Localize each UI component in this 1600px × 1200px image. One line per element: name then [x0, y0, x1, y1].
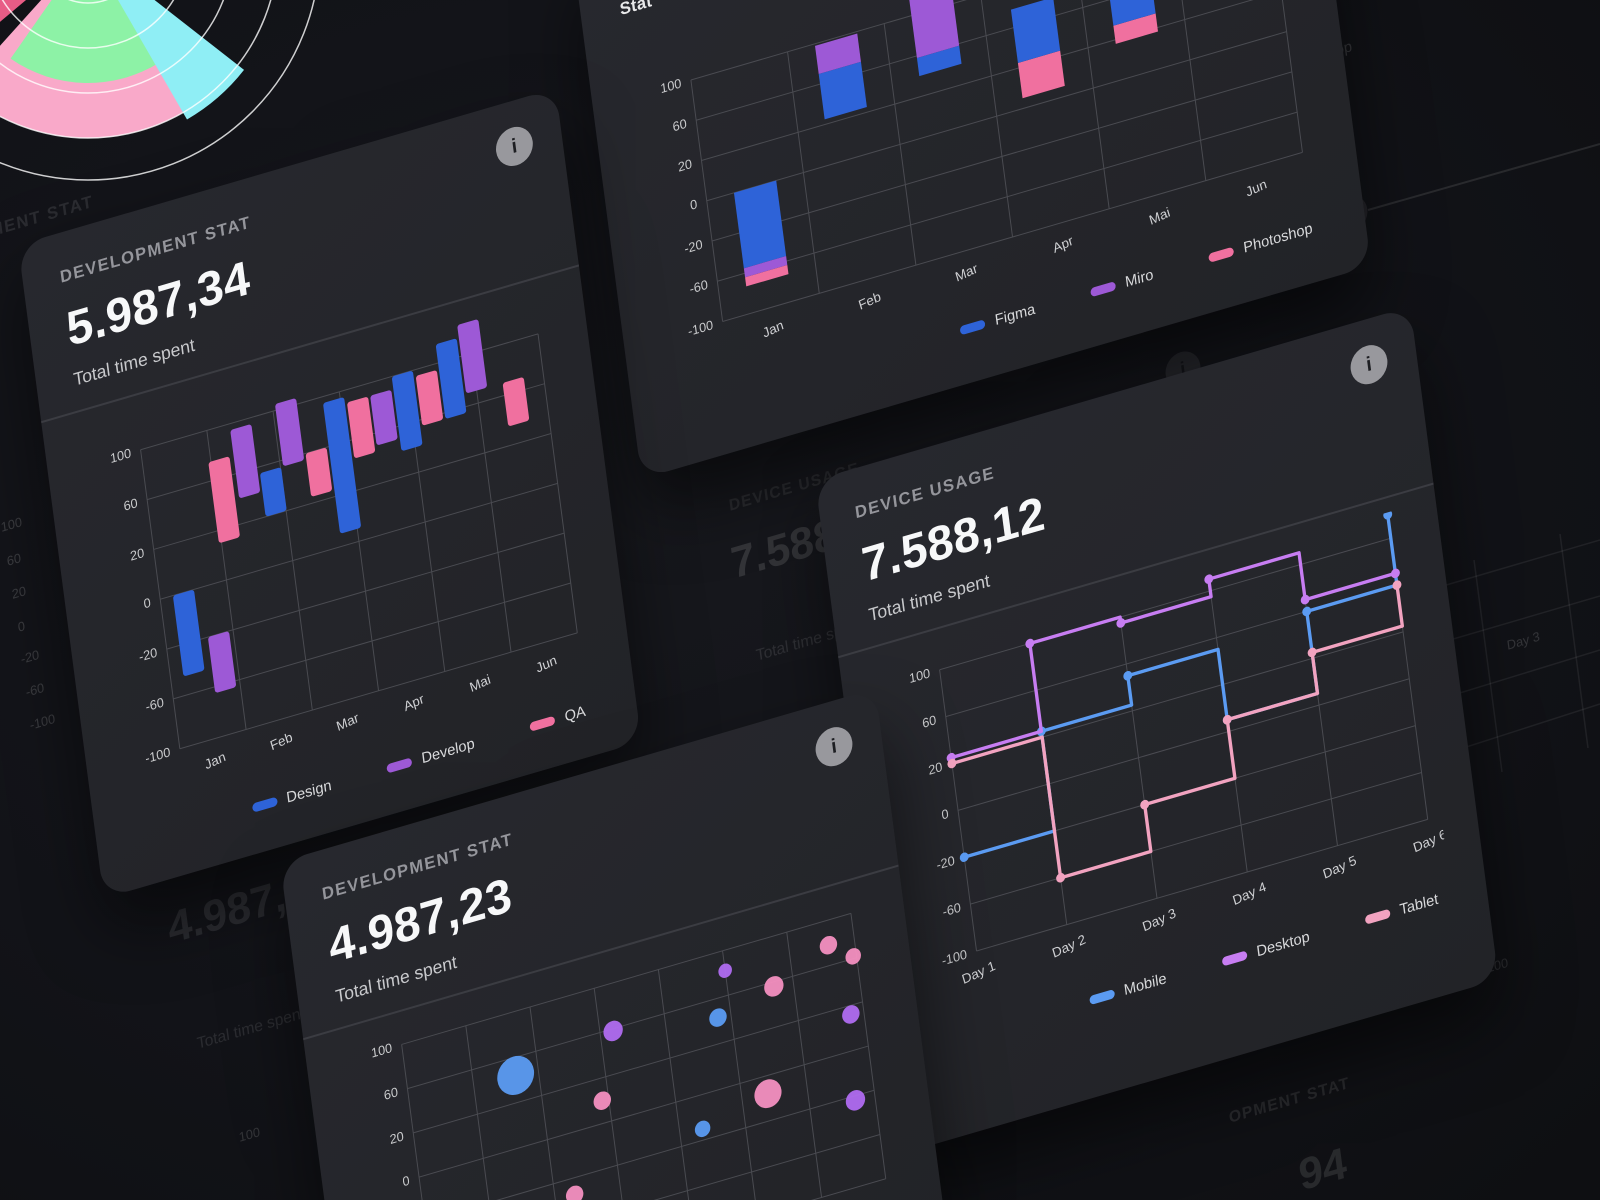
card-device-usage: i DEVICE USAGE 7.588,12 Total time spent…	[815, 306, 1499, 1154]
legend-item-tablet[interactable]: Tablet	[1364, 891, 1439, 929]
svg-text:-60: -60	[942, 900, 962, 920]
svg-text:Jan: Jan	[761, 317, 785, 340]
legend-item-design[interactable]: Design	[251, 777, 333, 817]
svg-text:0: 0	[689, 196, 698, 213]
info-icon: i	[1364, 352, 1374, 376]
svg-text:Feb: Feb	[857, 289, 883, 313]
legend-label: Photoshop	[1242, 219, 1314, 257]
svg-text:Feb: Feb	[268, 729, 294, 753]
svg-text:-20: -20	[683, 236, 703, 256]
legend-item-qa[interactable]: QA	[529, 703, 587, 736]
svg-text:Day 2: Day 2	[1050, 932, 1087, 961]
legend-label: QA	[563, 702, 587, 726]
floating-bar-chart: 100 60 20 0 -20 -60 -100 Jan Feb Mar Apr Mai Jun	[109, 319, 578, 773]
info-button[interactable]: i	[813, 722, 855, 771]
background-grid-fragment	[1435, 533, 1600, 773]
legend-swatch	[251, 796, 278, 814]
svg-text:-100: -100	[941, 947, 968, 969]
stacked-bar-chart: 100 60 20 0 -20 -60 -100 Jan Feb Mar Apr Mai Jun	[660, 0, 1303, 341]
legend-swatch	[1088, 989, 1116, 1006]
card-tools-stat: i Stat 10060200-20-60-100JanFebMarAprMai…	[574, 0, 1372, 479]
info-icon: i	[510, 134, 519, 158]
legend-label: Figma	[993, 300, 1037, 330]
legend-item-photoshop[interactable]: Photoshop	[1208, 220, 1314, 267]
polar-area-chart	[0, 0, 315, 181]
card-development-stat: i DEVELOPMENT STAT 5.987,34 Total time s…	[18, 88, 642, 899]
svg-text:Day 6: Day 6	[1411, 826, 1447, 855]
svg-text:60: 60	[123, 495, 139, 514]
legend-item-desktop[interactable]: Desktop	[1221, 928, 1311, 970]
legend-swatch	[1090, 281, 1117, 298]
svg-text:-60: -60	[689, 277, 709, 297]
svg-text:Day 5: Day 5	[1321, 853, 1358, 882]
svg-text:100: 100	[908, 665, 931, 686]
svg-text:100: 100	[660, 75, 683, 96]
svg-text:Day 3: Day 3	[1141, 905, 1178, 934]
legend-label: Desktop	[1255, 928, 1311, 961]
svg-text:-20: -20	[936, 853, 956, 873]
legend-item-miro[interactable]: Miro	[1090, 266, 1155, 301]
background-faint-divider	[1367, 143, 1600, 211]
legend-swatch	[386, 757, 413, 774]
legend-item-develop[interactable]: Develop	[386, 735, 476, 777]
svg-text:Day 4: Day 4	[1231, 879, 1268, 908]
info-button[interactable]: i	[493, 122, 536, 171]
svg-text:Mai: Mai	[468, 672, 492, 695]
svg-text:-100: -100	[687, 317, 714, 339]
legend-label: Design	[285, 777, 333, 807]
legend-swatch	[1364, 908, 1391, 925]
svg-text:60: 60	[921, 712, 937, 731]
svg-text:20: 20	[129, 545, 145, 564]
svg-text:Mar: Mar	[953, 260, 979, 284]
svg-text:Mar: Mar	[335, 710, 361, 734]
svg-text:60: 60	[672, 116, 688, 135]
legend-swatch	[529, 715, 556, 732]
legend-item-mobile[interactable]: Mobile	[1088, 970, 1168, 1009]
svg-text:0: 0	[941, 806, 950, 823]
legend-swatch	[1208, 246, 1235, 263]
card-development-stat-bubble: i DEVELOPMENT STAT 4.987,23 Total time s…	[280, 688, 948, 1200]
svg-text:Day 1: Day 1	[960, 958, 997, 987]
svg-text:100: 100	[109, 445, 132, 466]
svg-text:0: 0	[143, 595, 152, 612]
legend-swatch	[1221, 950, 1248, 967]
legend-label: Tablet	[1398, 890, 1440, 919]
svg-text:20: 20	[927, 759, 943, 778]
svg-text:-100: -100	[144, 744, 171, 766]
legend-label: Miro	[1124, 266, 1155, 292]
svg-text:60: 60	[383, 1084, 399, 1103]
svg-text:Mai: Mai	[1147, 205, 1171, 228]
legend-label: Develop	[420, 735, 476, 768]
svg-text:100: 100	[370, 1040, 393, 1061]
svg-text:20: 20	[677, 156, 693, 175]
legend-swatch	[959, 319, 987, 336]
svg-text:20: 20	[389, 1128, 405, 1147]
svg-text:-60: -60	[145, 694, 165, 714]
svg-text:Jan: Jan	[203, 749, 227, 772]
legend-label: Mobile	[1122, 970, 1168, 1000]
legend-item-figma[interactable]: Figma	[959, 301, 1036, 340]
svg-text:Jun: Jun	[1244, 176, 1268, 199]
svg-text:0: 0	[402, 1173, 411, 1190]
svg-text:-20: -20	[138, 645, 158, 665]
svg-text:Jun: Jun	[534, 653, 558, 676]
svg-text:Apr: Apr	[1051, 233, 1075, 256]
info-button[interactable]: i	[1348, 340, 1390, 389]
info-icon: i	[829, 734, 839, 758]
svg-text:Apr: Apr	[402, 691, 426, 714]
